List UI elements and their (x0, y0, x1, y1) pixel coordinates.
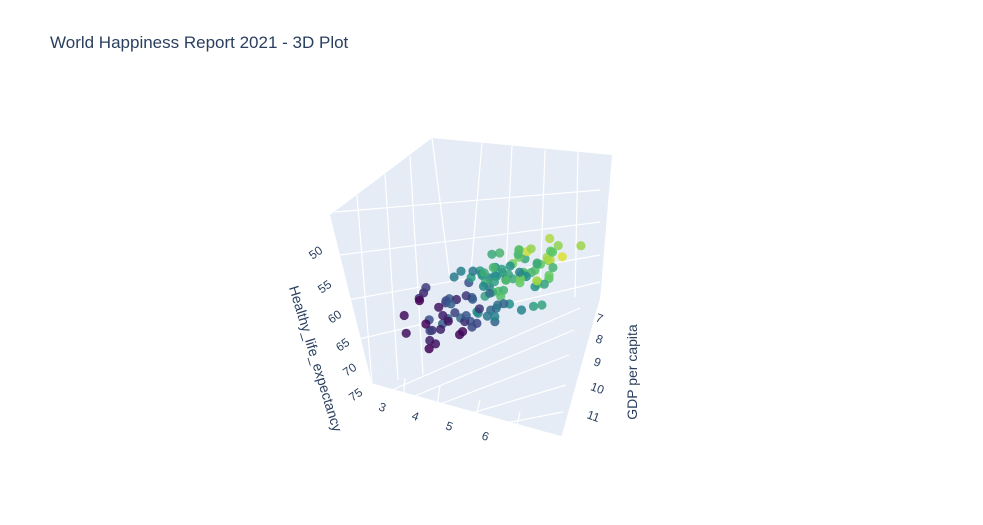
grid-line (454, 384, 567, 419)
back-pane (330, 138, 612, 384)
grid-line (339, 221, 601, 256)
data-point[interactable] (545, 233, 555, 244)
data-point[interactable] (485, 288, 495, 298)
data-point[interactable] (557, 252, 567, 262)
data-point[interactable] (443, 316, 453, 326)
data-point[interactable] (478, 281, 489, 291)
grid-line (409, 329, 575, 399)
data-point[interactable] (449, 272, 459, 282)
grid-line (334, 189, 601, 213)
x-tick-label: 8 (594, 332, 605, 348)
data-point[interactable] (528, 301, 539, 311)
z-tick-label: 6 (480, 429, 491, 445)
grid-line (511, 411, 521, 449)
z-tick-label: 4 (410, 409, 421, 425)
data-point[interactable] (489, 277, 499, 287)
x-axis-label: GDP per capita (624, 324, 640, 420)
data-point[interactable] (456, 266, 466, 276)
grid-line (356, 194, 373, 385)
grid-line (409, 155, 424, 376)
data-point[interactable] (438, 310, 448, 321)
grid-line (479, 411, 564, 429)
data-point[interactable] (532, 276, 542, 286)
data-point[interactable] (501, 275, 511, 285)
data-point[interactable] (461, 291, 471, 301)
y-tick-label: 70 (340, 360, 359, 379)
data-point[interactable] (479, 268, 489, 278)
data-point[interactable] (474, 304, 484, 314)
data-point[interactable] (490, 311, 500, 322)
data-point[interactable] (516, 305, 527, 315)
x-tick-label: 7 (594, 311, 605, 327)
grid-lines (334, 137, 601, 449)
data-point[interactable] (461, 311, 471, 321)
data-point[interactable] (496, 291, 506, 301)
data-points[interactable] (399, 233, 586, 354)
grid-line (469, 399, 481, 445)
data-point[interactable] (482, 311, 492, 321)
grid-line (431, 384, 441, 441)
data-point[interactable] (539, 279, 549, 289)
y-tick-label: 60 (325, 307, 344, 326)
x-tick-label: 9 (592, 355, 603, 371)
chart-title: World Happiness Report 2021 - 3D Plot (50, 33, 349, 52)
y-tick-label: 75 (346, 385, 365, 404)
data-point[interactable] (450, 308, 460, 318)
data-point[interactable] (434, 302, 444, 312)
data-point[interactable] (544, 270, 554, 280)
data-point[interactable] (532, 259, 542, 269)
grid-line (391, 307, 581, 391)
grid-line (399, 377, 406, 441)
data-point[interactable] (495, 248, 505, 258)
data-point[interactable] (553, 241, 563, 251)
data-point[interactable] (497, 264, 507, 274)
data-point[interactable] (487, 249, 497, 259)
y-tick-label: 50 (306, 243, 325, 262)
data-point[interactable] (576, 241, 586, 251)
grid-line (469, 142, 483, 284)
x-tick-label: 10 (589, 379, 607, 397)
grid-line (431, 137, 451, 281)
grid-line (384, 173, 399, 381)
data-point[interactable] (547, 247, 558, 257)
data-point[interactable] (548, 262, 558, 273)
y-tick-label: 65 (333, 335, 352, 354)
data-point[interactable] (472, 318, 482, 328)
data-point[interactable] (421, 319, 431, 329)
z-tick-label: 3 (377, 400, 388, 416)
data-point[interactable] (399, 310, 409, 321)
x-tick-label: 11 (585, 408, 602, 426)
grid-line (429, 354, 570, 409)
data-point[interactable] (455, 330, 465, 340)
data-point[interactable] (526, 244, 536, 254)
data-point[interactable] (421, 283, 431, 293)
z-tick-label: 5 (444, 419, 455, 435)
grid-line (561, 299, 601, 438)
data-point[interactable] (446, 299, 456, 309)
data-point[interactable] (499, 299, 509, 309)
grid-line (504, 145, 513, 288)
data-point[interactable] (515, 267, 525, 277)
data-point[interactable] (505, 261, 515, 271)
y-axis-label: Healthy_life_expectancy (286, 284, 346, 434)
y-tick-label: 55 (315, 277, 334, 296)
data-point[interactable] (430, 339, 441, 349)
data-point[interactable] (468, 266, 478, 276)
data-point[interactable] (414, 296, 425, 306)
data-point[interactable] (514, 245, 524, 255)
data-point[interactable] (436, 324, 446, 334)
data-point[interactable] (537, 300, 547, 310)
data-point[interactable] (488, 262, 498, 273)
data-point[interactable] (401, 328, 411, 338)
data-point[interactable] (424, 344, 434, 354)
data-point[interactable] (425, 326, 435, 336)
